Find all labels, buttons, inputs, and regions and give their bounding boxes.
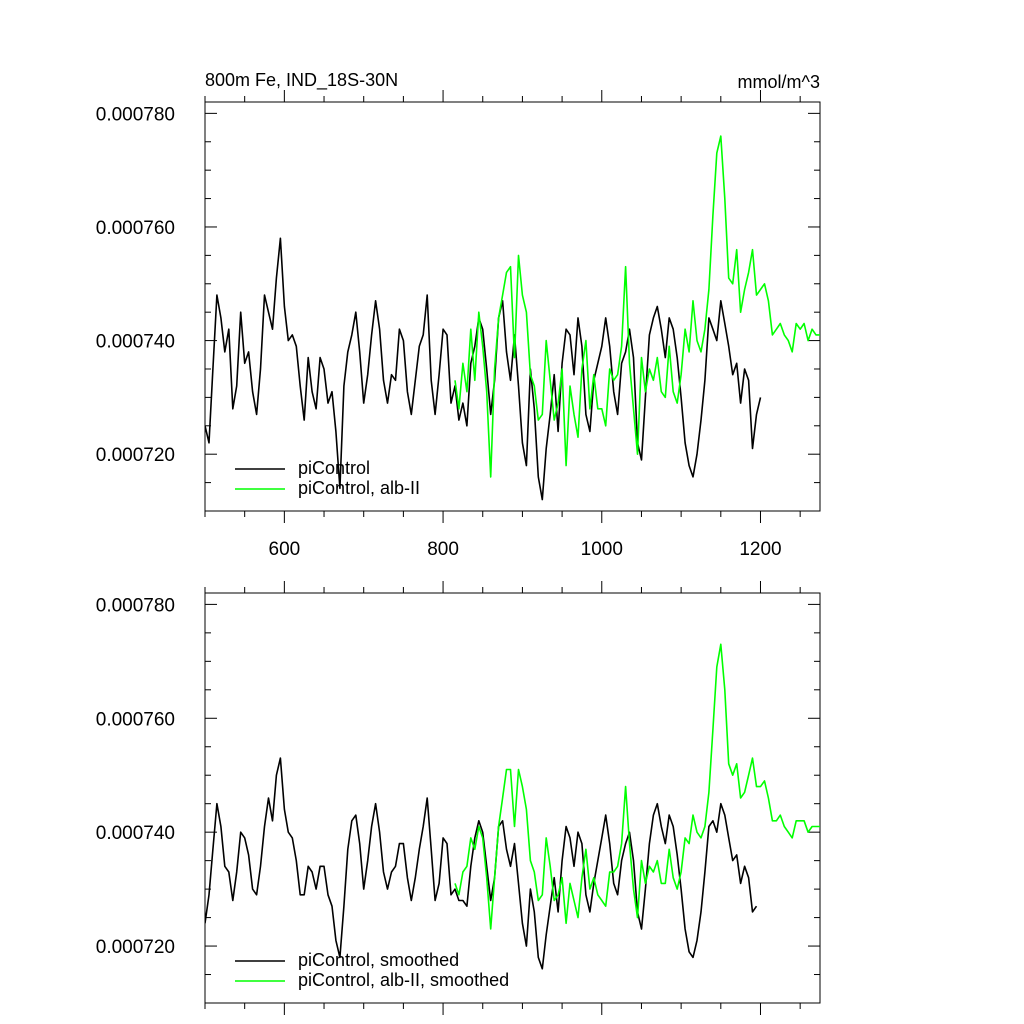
y-tick-label: 0.000780	[96, 595, 175, 616]
series-line-picontrol	[205, 757, 758, 970]
plot-frame	[204, 592, 821, 1004]
y-tick-label: 0.000720	[96, 445, 175, 466]
plot-frame	[204, 101, 821, 512]
y-tick-label: 0.000760	[96, 218, 175, 239]
series-line-alb-ii	[454, 135, 820, 478]
x-tick-label: 800	[427, 539, 459, 560]
chart-title: 800m Fe, IND_18S-30N	[205, 70, 398, 91]
y-tick-label: 0.000720	[96, 937, 175, 958]
x-tick-label: 600	[269, 539, 301, 560]
y-tick-label: 0.000760	[96, 709, 175, 730]
top-panel: 600 800 1000 1200 0.000720 0.000740 0.000760 0.…	[96, 90, 821, 560]
chart-units: mmol/m^3	[738, 72, 820, 92]
legend-label: piControl, alb-II	[298, 478, 420, 498]
y-tick-label: 0.000780	[96, 104, 175, 125]
legend-label: piControl	[298, 458, 370, 478]
y-tick-label: 0.000740	[96, 332, 175, 353]
series-line-alb-ii	[454, 643, 820, 930]
legend-label: piControl, alb-II, smoothed	[298, 970, 509, 990]
y-tick-label: 0.000740	[96, 823, 175, 844]
x-tick-label: 1200	[739, 539, 781, 560]
series-line-picontrol	[205, 237, 762, 501]
legend-label: piControl, smoothed	[298, 950, 459, 970]
bottom-panel: 0.000720 0.000740 0.000760 0.000780 piContro…	[96, 581, 821, 1015]
x-tick-label: 1000	[581, 539, 623, 560]
